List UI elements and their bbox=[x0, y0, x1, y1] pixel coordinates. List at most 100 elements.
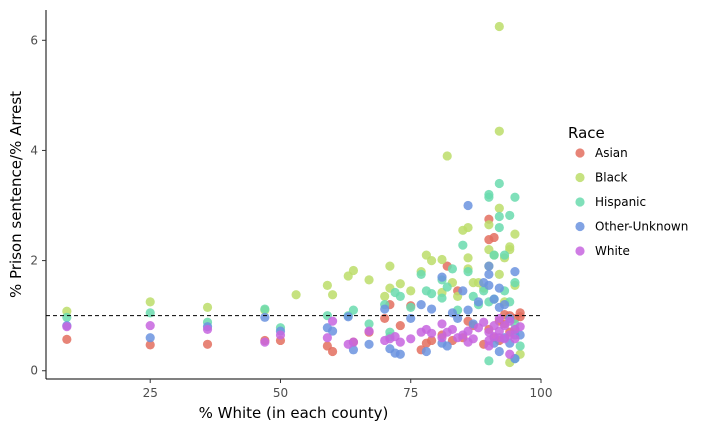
legend-title: Race bbox=[568, 124, 605, 142]
point-white bbox=[145, 320, 155, 331]
legend-key-black bbox=[575, 172, 585, 183]
y-tick-label: 0 bbox=[30, 364, 38, 378]
point-other-unknown bbox=[145, 333, 155, 343]
point-other-unknown bbox=[421, 346, 431, 357]
point-other-unknown bbox=[364, 339, 374, 349]
point-hispanic bbox=[510, 278, 520, 288]
point-black bbox=[463, 253, 473, 263]
point-white bbox=[505, 316, 515, 326]
point-black bbox=[437, 254, 447, 265]
x-tick-label: 50 bbox=[273, 386, 288, 400]
point-hispanic bbox=[505, 210, 515, 221]
x-axis-label: % White (in each county) bbox=[199, 404, 389, 422]
point-white bbox=[364, 326, 374, 336]
point-black bbox=[406, 286, 416, 296]
point-other-unknown bbox=[327, 326, 338, 336]
point-black bbox=[145, 297, 155, 307]
point-white bbox=[505, 349, 515, 359]
point-hispanic bbox=[442, 282, 452, 292]
point-hispanic bbox=[458, 240, 468, 250]
legend-key-asian bbox=[575, 148, 585, 158]
y-tick-label: 2 bbox=[30, 254, 38, 268]
point-other-unknown bbox=[463, 200, 473, 211]
point-hispanic bbox=[499, 250, 510, 260]
point-black bbox=[494, 269, 504, 279]
point-white bbox=[348, 337, 359, 347]
legend-label-hispanic: Hispanic bbox=[595, 195, 646, 209]
point-hispanic bbox=[447, 264, 458, 274]
point-other-unknown bbox=[494, 283, 504, 293]
point-white bbox=[406, 334, 416, 344]
point-other-unknown bbox=[484, 280, 494, 290]
point-black bbox=[385, 261, 395, 271]
point-white bbox=[275, 330, 286, 340]
point-black bbox=[395, 279, 405, 289]
point-other-unknown bbox=[458, 286, 468, 296]
point-black bbox=[380, 291, 390, 301]
point-other-unknown bbox=[260, 312, 270, 322]
point-black bbox=[510, 229, 520, 239]
x-tick-label: 75 bbox=[403, 386, 418, 400]
point-other-unknown bbox=[416, 300, 426, 310]
point-white bbox=[510, 334, 520, 344]
point-white bbox=[484, 341, 494, 351]
legend-label-asian: Asian bbox=[595, 146, 628, 160]
legend-label-white: White bbox=[595, 244, 630, 258]
point-other-unknown bbox=[494, 302, 504, 313]
point-hispanic bbox=[406, 302, 416, 313]
point-asian bbox=[202, 339, 213, 349]
point-black bbox=[484, 220, 494, 230]
point-black bbox=[494, 21, 504, 32]
point-white bbox=[426, 328, 437, 338]
legend-key-other-unknown bbox=[575, 221, 585, 232]
point-other-unknown bbox=[494, 346, 504, 357]
legend-label-other-unknown: Other-Unknown bbox=[595, 220, 688, 234]
point-other-unknown bbox=[437, 272, 447, 282]
point-white bbox=[479, 317, 489, 327]
legend-key-white bbox=[575, 246, 585, 256]
point-asian bbox=[145, 340, 155, 350]
point-hispanic bbox=[62, 312, 72, 322]
point-white bbox=[202, 324, 213, 335]
point-other-unknown bbox=[489, 294, 499, 304]
x-tick-label: 100 bbox=[530, 386, 553, 400]
x-tick-label: 25 bbox=[143, 386, 158, 400]
point-other-unknown bbox=[442, 341, 452, 351]
point-other-unknown bbox=[484, 269, 494, 279]
point-hispanic bbox=[416, 269, 426, 279]
point-asian bbox=[62, 334, 72, 344]
point-white bbox=[260, 337, 270, 347]
point-hispanic bbox=[463, 267, 473, 277]
point-hispanic bbox=[260, 304, 270, 314]
point-black bbox=[348, 265, 359, 276]
point-white bbox=[447, 324, 458, 335]
point-hispanic bbox=[426, 289, 437, 299]
point-white bbox=[468, 334, 478, 344]
point-white bbox=[62, 322, 72, 332]
point-other-unknown bbox=[343, 312, 353, 322]
point-asian bbox=[327, 346, 338, 357]
point-hispanic bbox=[494, 178, 504, 189]
point-white bbox=[515, 322, 525, 332]
point-black bbox=[494, 126, 504, 136]
y-tick-label: 6 bbox=[30, 33, 38, 47]
point-hispanic bbox=[484, 192, 494, 202]
point-black bbox=[202, 302, 213, 313]
point-black bbox=[364, 275, 374, 285]
point-black bbox=[494, 203, 504, 213]
legend: Race Asian Black Hispanic Other-Unknown White bbox=[568, 124, 688, 258]
point-black bbox=[291, 290, 301, 300]
point-other-unknown bbox=[463, 305, 473, 315]
point-hispanic bbox=[437, 293, 447, 303]
point-black bbox=[442, 151, 452, 161]
point-black bbox=[322, 280, 332, 290]
point-white bbox=[322, 333, 332, 343]
point-hispanic bbox=[494, 222, 504, 233]
point-asian bbox=[395, 320, 405, 331]
y-axis-label: % Prison sentence/% Arrest bbox=[7, 91, 25, 298]
point-white bbox=[463, 326, 473, 336]
point-hispanic bbox=[364, 319, 374, 329]
point-asian bbox=[515, 312, 525, 322]
